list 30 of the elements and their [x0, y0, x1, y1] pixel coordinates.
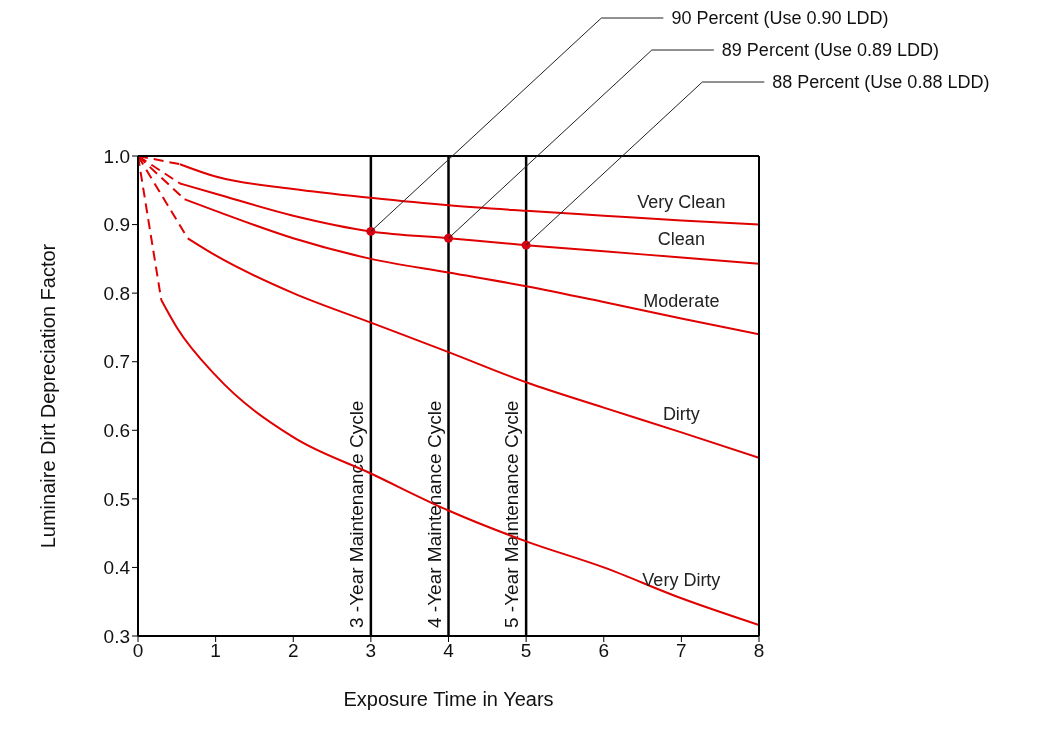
y-tick-label: 0.3	[103, 625, 130, 647]
y-tick-label: 0.4	[103, 557, 131, 579]
annotation: 89 Percent (Use 0.89 LDD)	[721, 40, 939, 60]
series-label: Dirty	[662, 404, 700, 425]
y-tick-label: 0.9	[103, 214, 130, 236]
x-tick-label: 4	[443, 640, 455, 662]
y-axis-title: Luminaire Dirt Depreciation Factor	[37, 243, 60, 549]
x-tick-label: 5	[520, 640, 532, 662]
ref-line-label: 3 -Year Maintenance Cycle	[345, 400, 367, 628]
y-tick-label: 0.7	[103, 351, 130, 373]
series-label: Clean	[657, 229, 705, 250]
x-tick-label: 7	[676, 640, 687, 662]
y-tick-label: 0.5	[103, 488, 130, 510]
ref-line-label: 5 -Year Maintenance Cycle	[501, 400, 523, 628]
x-tick-label: 8	[753, 640, 765, 662]
x-tick-label: 6	[598, 640, 610, 662]
x-tick-label: 3	[365, 640, 377, 662]
y-tick-label: 0.6	[103, 420, 130, 442]
x-tick-label: 0	[132, 640, 144, 662]
annotation: 88 Percent (Use 0.88 LDD)	[772, 72, 990, 92]
series-label: Moderate	[643, 290, 720, 311]
series-label: Very Clean	[637, 192, 726, 213]
annotation: 90 Percent (Use 0.90 LDD)	[671, 8, 889, 28]
ref-line-label: 4 -Year Maintenance Cycle	[423, 400, 445, 628]
y-tick-label: 1.0	[103, 145, 130, 167]
x-tick-label: 2	[287, 640, 299, 662]
x-tick-label: 1	[210, 640, 221, 662]
y-tick-label: 0.8	[103, 282, 130, 304]
x-axis-title: Exposure Time in Years	[343, 688, 554, 710]
series-label: Very Dirty	[642, 570, 721, 591]
